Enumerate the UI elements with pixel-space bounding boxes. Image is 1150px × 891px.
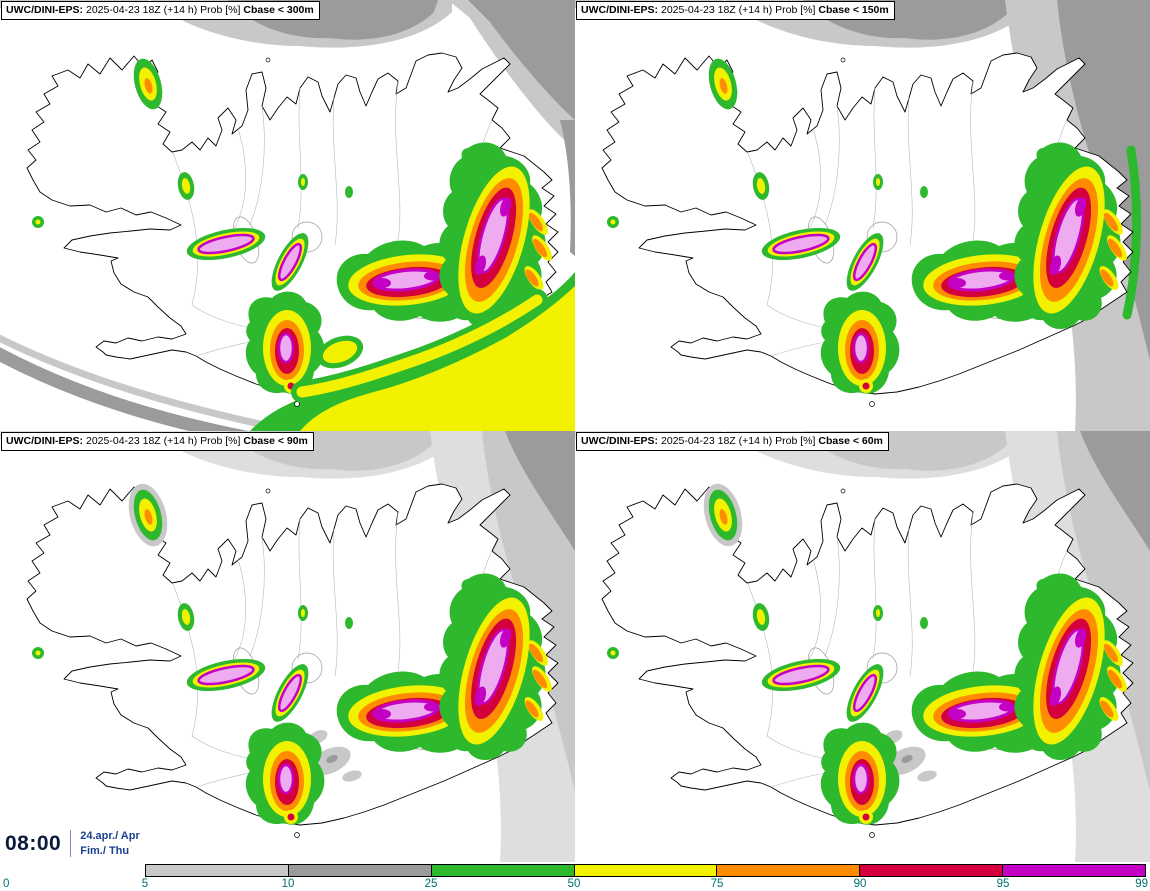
run-info: 2025-04-23 18Z (+14 h) Prob [%] (661, 4, 816, 16)
parameter-label: Cbase < 60m (818, 435, 883, 447)
run-info: 2025-04-23 18Z (+14 h) Prob [%] (86, 435, 241, 447)
colorbar-tick: 10 (281, 878, 295, 890)
map-panel-cbase-90m: UWC/DINI-EPS: 2025-04-23 18Z (+14 h) Prob… (0, 431, 575, 862)
colorbar-segment-10-25 (288, 865, 432, 876)
run-info: 2025-04-23 18Z (+14 h) Prob [%] (86, 4, 241, 16)
colorbar-segment-50-75 (574, 865, 718, 876)
parameter-label: Cbase < 300m (243, 4, 314, 16)
colorbar-tick: 25 (424, 878, 438, 890)
colorbar-tick: 99 (1135, 878, 1148, 890)
model-name: UWC/DINI-EPS: (581, 4, 658, 16)
valid-date-block: 24.apr./ Apr Fim./ Thu (80, 829, 140, 858)
panel-title: UWC/DINI-EPS: 2025-04-23 18Z (+14 h) Prob… (1, 432, 314, 452)
parameter-label: Cbase < 90m (243, 435, 308, 447)
colorbar-ticks: 0 5 10 25 50 75 90 95 99 (0, 878, 1150, 891)
model-name: UWC/DINI-EPS: (6, 4, 83, 16)
colorbar-segment-90-95 (860, 865, 1004, 876)
colorbar-tick: 5 (141, 878, 149, 890)
valid-date: 24.apr./ Apr (80, 830, 140, 843)
model-name: UWC/DINI-EPS: (6, 435, 83, 447)
panel-title: UWC/DINI-EPS: 2025-04-23 18Z (+14 h) Prob… (576, 432, 889, 452)
map-panel-cbase-150m: UWC/DINI-EPS: 2025-04-23 18Z (+14 h) Prob… (575, 0, 1150, 431)
colorbar-tick: 0 (3, 878, 10, 890)
panel-title: UWC/DINI-EPS: 2025-04-23 18Z (+14 h) Prob… (1, 1, 320, 21)
colorbar-tick: 75 (710, 878, 724, 890)
panel-title: UWC/DINI-EPS: 2025-04-23 18Z (+14 h) Prob… (576, 1, 895, 21)
probability-colorbar: 0 5 10 25 50 75 90 95 99 (0, 862, 1150, 891)
model-name: UWC/DINI-EPS: (581, 435, 658, 447)
iceland-probability-map (0, 0, 575, 431)
colorbar-tick: 95 (996, 878, 1010, 890)
iceland-probability-map (0, 431, 575, 862)
colorbar-tick: 90 (853, 878, 867, 890)
colorbar-segment-5-10 (146, 865, 289, 876)
map-panel-cbase-300m: UWC/DINI-EPS: 2025-04-23 18Z (+14 h) Prob… (0, 0, 575, 431)
run-info: 2025-04-23 18Z (+14 h) Prob [%] (661, 435, 816, 447)
colorbar-segment-75-90 (717, 865, 861, 876)
parameter-label: Cbase < 150m (818, 4, 889, 16)
iceland-probability-map (575, 431, 1150, 862)
divider (70, 830, 72, 857)
colorbar-segments (145, 864, 1146, 877)
colorbar-segment-95-99 (1003, 865, 1146, 876)
valid-day: Fim./ Thu (80, 844, 130, 857)
map-panel-cbase-60m: UWC/DINI-EPS: 2025-04-23 18Z (+14 h) Prob… (575, 431, 1150, 862)
colorbar-tick: 50 (567, 878, 581, 890)
valid-time: 08:00 (5, 831, 62, 855)
colorbar-segment-25-50 (431, 865, 575, 876)
iceland-probability-map (575, 0, 1150, 431)
valid-time-box: 08:00 24.apr./ Apr Fim./ Thu (0, 825, 152, 862)
